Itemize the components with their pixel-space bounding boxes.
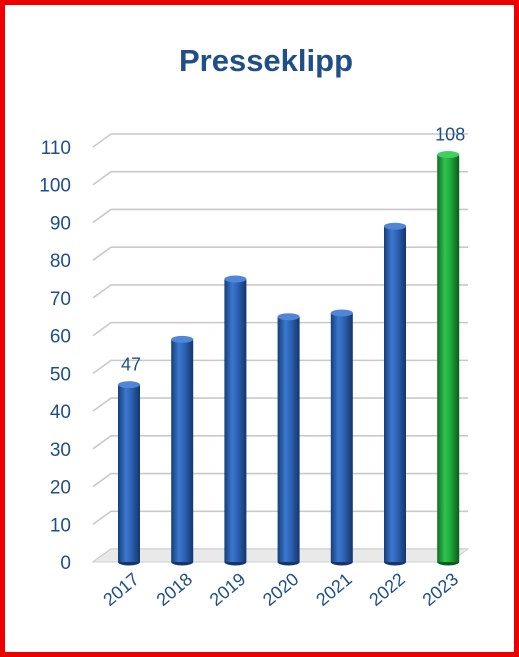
bar-cap xyxy=(224,275,247,283)
y-axis-ticks: 0 10 20 30 40 50 60 70 80 90 100 110 xyxy=(39,138,71,574)
bar-2022 xyxy=(384,222,406,566)
gridline xyxy=(92,208,468,224)
bar-body xyxy=(437,154,460,562)
data-label: 108 xyxy=(435,125,465,145)
bar-cap xyxy=(330,309,353,317)
bar-body xyxy=(118,384,140,562)
y-tick-label: 20 xyxy=(50,478,71,499)
y-tick-label: 110 xyxy=(41,138,71,159)
y-tick-label: 70 xyxy=(50,289,71,310)
bar-cap xyxy=(118,381,140,389)
y-tick-label: 90 xyxy=(50,213,71,234)
bars xyxy=(118,151,460,566)
y-tick-label: 0 xyxy=(60,553,71,574)
y-tick-label: 100 xyxy=(39,176,71,197)
x-tick-label: 2019 xyxy=(206,569,250,610)
gridline xyxy=(92,170,468,186)
bar-2020 xyxy=(277,313,300,566)
bar-body xyxy=(384,226,406,562)
gridline xyxy=(92,246,468,261)
bar-cap xyxy=(277,313,300,321)
bar-2021 xyxy=(330,309,353,566)
bar-2017 xyxy=(118,381,140,566)
y-tick-label: 40 xyxy=(50,402,71,423)
data-labels: 47 108 xyxy=(121,125,465,375)
bar-cap xyxy=(437,151,460,159)
bar-chart: Presseklipp 0 10 20 30 40 50 60 70 80 90 100 110 20… xyxy=(39,43,470,610)
bar-2023 xyxy=(437,151,460,566)
y-tick-label: 30 xyxy=(50,440,71,461)
x-tick-label: 2020 xyxy=(259,569,303,610)
bar-2019 xyxy=(224,275,247,566)
bar-2018 xyxy=(171,335,194,566)
data-label: 47 xyxy=(121,355,141,375)
bar-body xyxy=(330,313,353,562)
bar-body xyxy=(224,279,247,562)
bar-cap xyxy=(384,222,406,230)
x-axis-ticks: 2017 2018 2019 2020 2021 2022 2023 xyxy=(99,569,462,610)
x-tick-label: 2018 xyxy=(153,569,197,610)
gridline xyxy=(92,284,468,299)
bar-body xyxy=(171,339,194,562)
x-tick-label: 2021 xyxy=(312,569,356,610)
bar-body xyxy=(277,316,300,562)
y-tick-label: 10 xyxy=(50,515,71,536)
gridlines xyxy=(92,133,468,563)
gridline xyxy=(92,133,468,148)
chart-title: Presseklipp xyxy=(179,43,353,78)
y-tick-label: 50 xyxy=(50,364,71,385)
y-tick-label: 60 xyxy=(50,327,71,348)
x-tick-label: 2022 xyxy=(365,569,409,610)
x-tick-label: 2023 xyxy=(419,569,463,610)
y-tick-label: 80 xyxy=(50,251,71,272)
bar-cap xyxy=(171,335,194,343)
x-tick-label: 2017 xyxy=(99,569,143,610)
